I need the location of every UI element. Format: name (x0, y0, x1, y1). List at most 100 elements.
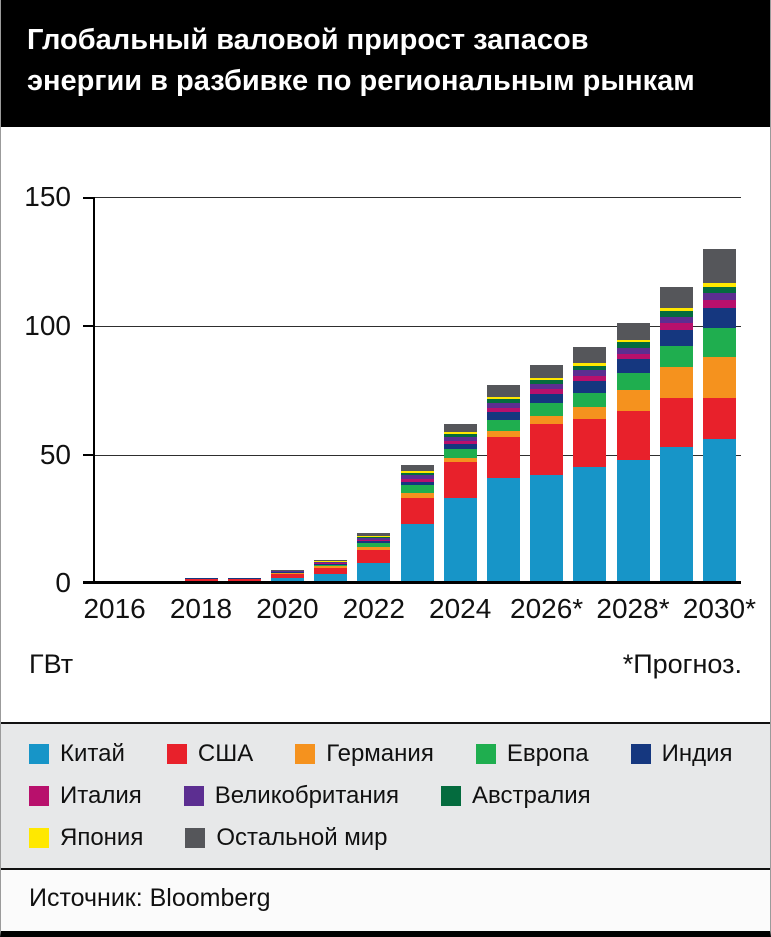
bar-segment-germany (357, 547, 391, 550)
bar-segment-germany (702, 356, 736, 398)
bar-segment-uk (486, 403, 520, 408)
bar-segment-china (616, 459, 650, 584)
bar-segment-rest-of-world (616, 323, 650, 340)
legend-item-china: Китай (29, 740, 125, 768)
x-tick-label-2020: 2020 (256, 593, 319, 625)
bar-segment-australia (659, 310, 693, 317)
y-tick-150 (83, 197, 93, 200)
bar-segment-rest-of-world (270, 569, 304, 571)
bar-segment-italy (486, 407, 520, 413)
x-tick-label-2024: 2024 (429, 593, 492, 625)
bar-segment-india (659, 329, 693, 347)
legend-row-1: Китай США Германия Европа Индия (29, 740, 742, 768)
bar-segment-india (400, 481, 434, 486)
bar-2027 (573, 346, 607, 584)
legend-label-japan: Япония (60, 824, 144, 851)
bar-2022 (357, 533, 391, 584)
y-tick-50 (83, 453, 93, 456)
bar-segment-uk (530, 384, 564, 390)
bar-segment-japan (400, 471, 434, 473)
bar-2030 (702, 248, 736, 584)
bar-segment-italy (616, 353, 650, 360)
legend-label-china: Китай (60, 740, 125, 767)
legend-swatch-india (630, 744, 651, 764)
bar-segment-japan (659, 307, 693, 311)
bar-segment-rest-of-world (486, 385, 520, 398)
bar-segment-australia (530, 379, 564, 385)
legend-label-usa: США (197, 740, 254, 767)
bar-segment-usa (357, 549, 391, 563)
bar-segment-china (702, 439, 736, 584)
legend-label-india: Индия (661, 740, 733, 767)
bar-segment-australia (573, 365, 607, 371)
legend-label-europe: Европа (506, 740, 589, 767)
bar-segment-germany (616, 390, 650, 411)
bar-segment-usa (659, 397, 693, 447)
y-tick-label-100: 100 (24, 309, 71, 341)
bar-segment-india (314, 563, 348, 565)
bar-segment-usa (530, 423, 564, 476)
bar-segment-usa (314, 567, 348, 575)
y-unit-label: ГВт (29, 649, 74, 680)
bar-segment-rest-of-world (530, 364, 564, 378)
bar-segment-rest-of-world (702, 248, 736, 284)
bar-segment-china (400, 524, 434, 584)
bar-segment-india (270, 572, 304, 573)
bar-segment-europe (659, 346, 693, 368)
x-tick-label-2016: 2016 (83, 593, 146, 625)
legend-row-3: Япония Остальной мир (29, 824, 742, 852)
bar-segment-uk (659, 316, 693, 324)
grid-line-150 (93, 197, 741, 199)
bar-segment-australia (314, 561, 348, 563)
source-label: Источник: Bloomberg (29, 884, 271, 912)
bar-segment-india (443, 444, 477, 450)
legend-item-japan: Япония (29, 824, 143, 852)
bar-segment-europe (443, 449, 477, 459)
bar-segment-australia (486, 399, 520, 404)
y-tick-label-50: 50 (39, 438, 71, 470)
bar-segment-europe (573, 392, 607, 407)
bar-segment-china (659, 446, 693, 584)
legend-item-usa: США (166, 740, 254, 768)
legend-swatch-australia (441, 786, 462, 806)
bar-segment-india (357, 541, 391, 544)
chart-title: Глобальный валовой прирост запасов энерг… (1, 0, 770, 128)
legend-item-europe: Европа (475, 740, 589, 768)
bar-segment-japan (616, 339, 650, 343)
bar-segment-uk (270, 571, 304, 572)
legend-item-germany: Германия (295, 740, 434, 768)
bar-segment-china (314, 574, 348, 584)
bar-segment-europe (486, 419, 520, 432)
bar-segment-uk (616, 347, 650, 354)
legend-item-italy: Италия (29, 782, 142, 810)
bar-segment-india (573, 381, 607, 393)
bar-segment-usa (227, 579, 261, 581)
legend-item-india: Индия (630, 740, 733, 768)
x-axis-labels: 2016 2018 2020 2022 2024 2026* 2028* 2030* (1, 583, 770, 633)
bar-segment-japan (314, 561, 348, 562)
bar-2029 (659, 287, 693, 584)
forecast-note: *Прогноз. (622, 649, 742, 680)
bar-segment-china (443, 498, 477, 584)
bar-segment-usa (573, 418, 607, 468)
bar-2023 (400, 464, 434, 584)
legend-item-uk: Великобритания (183, 782, 399, 810)
grid-line-50 (93, 454, 741, 456)
plot-area (83, 197, 741, 585)
bar-segment-usa (184, 579, 218, 581)
bar-segment-europe (357, 543, 391, 548)
legend-item-australia: Австралия (441, 782, 591, 810)
bar-segment-india (702, 307, 736, 329)
bar-2021 (314, 559, 348, 584)
legend-swatch-germany (295, 744, 316, 764)
bar-segment-europe (702, 328, 736, 357)
legend-swatch-rest-of-world (185, 828, 206, 848)
title-line-2: энергии в разбивке по региональным рынка… (27, 64, 695, 97)
y-tick-100 (83, 324, 93, 327)
bar-segment-italy (573, 376, 607, 382)
grid-line-100 (93, 325, 741, 327)
legend-swatch-europe (475, 744, 496, 764)
bar-segment-uk (573, 370, 607, 377)
legend-label-australia: Австралия (472, 782, 591, 809)
